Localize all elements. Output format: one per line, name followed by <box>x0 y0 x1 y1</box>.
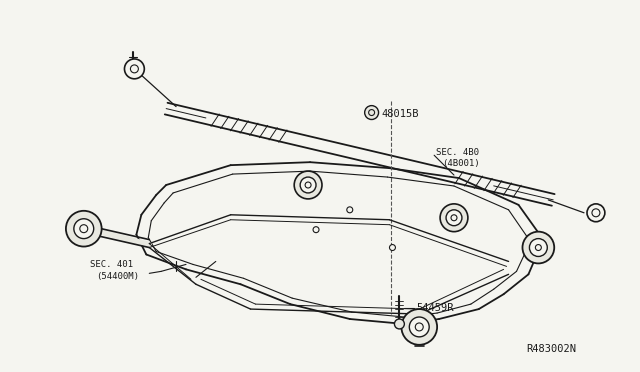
Circle shape <box>74 219 93 238</box>
Circle shape <box>294 171 322 199</box>
Circle shape <box>401 309 437 345</box>
Circle shape <box>66 211 102 247</box>
Text: 54459R: 54459R <box>416 303 454 313</box>
Circle shape <box>446 210 462 226</box>
Text: SEC. 4B0: SEC. 4B0 <box>436 148 479 157</box>
Text: 48015B: 48015B <box>381 109 419 119</box>
Circle shape <box>529 238 547 256</box>
Circle shape <box>390 244 396 250</box>
Circle shape <box>124 59 145 79</box>
Text: SEC. 401: SEC. 401 <box>90 260 132 269</box>
Circle shape <box>365 106 378 119</box>
Circle shape <box>410 317 429 337</box>
Text: R483002N: R483002N <box>527 344 577 354</box>
Circle shape <box>440 204 468 232</box>
Text: (54400M): (54400M) <box>96 272 139 281</box>
Circle shape <box>300 177 316 193</box>
Circle shape <box>313 227 319 232</box>
Circle shape <box>522 232 554 263</box>
Circle shape <box>587 204 605 222</box>
Circle shape <box>347 207 353 213</box>
Text: (4B001): (4B001) <box>442 159 480 168</box>
Circle shape <box>394 319 404 329</box>
